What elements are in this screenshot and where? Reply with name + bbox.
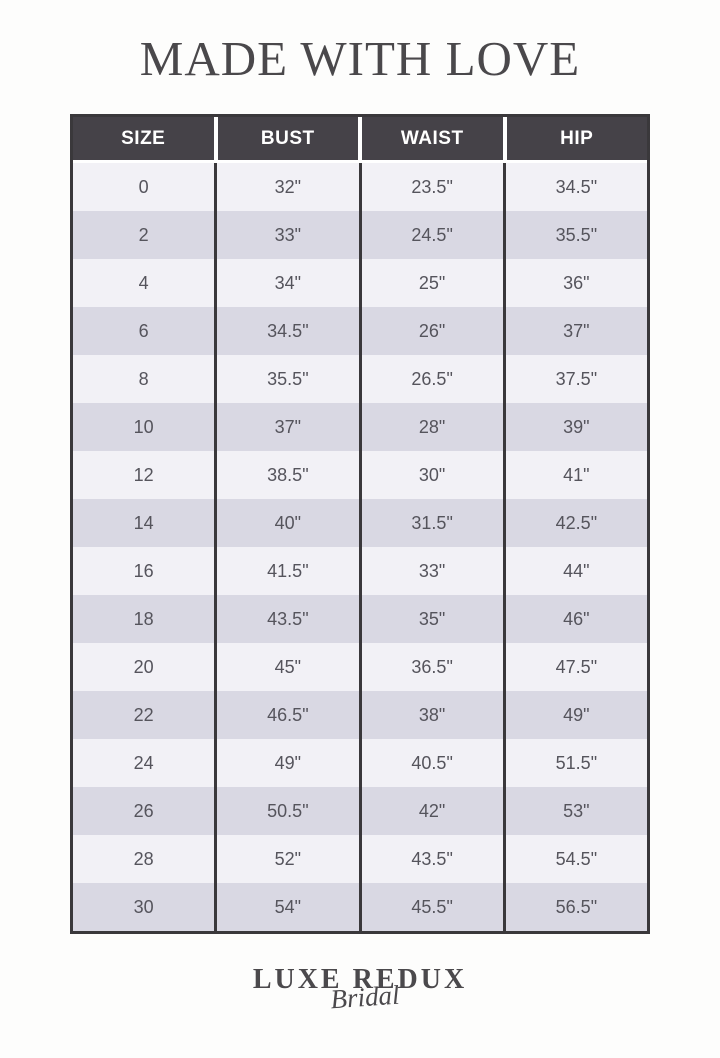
cell-hip: 54.5" bbox=[555, 848, 598, 869]
cell-hip: 53" bbox=[563, 800, 590, 821]
size-table-body: 0 32" 23.5" 34.5" 2 33" 24.5" 35.5" 4 34" 25" 36" 6 3… bbox=[73, 163, 647, 931]
cell-size: 28 bbox=[73, 835, 218, 883]
table-row: 30 54" 45.5" 56.5" bbox=[73, 883, 647, 931]
column-header-waist: WAIST bbox=[362, 117, 503, 160]
table-row: 22 46.5" 38" 49" bbox=[73, 691, 647, 739]
cell-waist: 23.5" bbox=[362, 163, 506, 211]
cell-bust: 50.5" bbox=[217, 787, 362, 835]
cell-waist: 36.5" bbox=[362, 643, 506, 691]
cell-hip: 56.5" bbox=[555, 896, 598, 917]
luxe-redux-logo: LUXE REDUX Bridal bbox=[0, 964, 720, 1014]
cell-size: 8 bbox=[73, 355, 218, 403]
column-header-bust: BUST bbox=[217, 117, 358, 160]
cell-waist: 31.5" bbox=[362, 499, 506, 547]
cell-size: 22 bbox=[73, 691, 218, 739]
column-header-size: SIZE bbox=[73, 117, 214, 160]
cell-hip: 42.5" bbox=[555, 512, 598, 533]
cell-bust: 52" bbox=[217, 835, 362, 883]
cell-bust: 49" bbox=[217, 739, 362, 787]
table-row: 12 38.5" 30" 41" bbox=[73, 451, 647, 499]
cell-hip: 36" bbox=[563, 272, 590, 293]
size-table-header: SIZE BUST WAIST HIP bbox=[73, 117, 647, 163]
cell-size: 0 bbox=[73, 163, 218, 211]
cell-size: 10 bbox=[73, 403, 218, 451]
cell-size: 24 bbox=[73, 739, 218, 787]
table-row: 10 37" 28" 39" bbox=[73, 403, 647, 451]
cell-bust: 43.5" bbox=[217, 595, 362, 643]
table-row: 24 49" 40.5" 51.5" bbox=[73, 739, 647, 787]
cell-hip: 39" bbox=[563, 416, 590, 437]
cell-size: 26 bbox=[73, 787, 218, 835]
cell-bust: 54" bbox=[217, 883, 362, 931]
table-row: 16 41.5" 33" 44" bbox=[73, 547, 647, 595]
logo-wordmark: LUXE REDUX bbox=[252, 964, 468, 995]
table-row: 20 45" 36.5" 47.5" bbox=[73, 643, 647, 691]
cell-waist: 35" bbox=[362, 595, 506, 643]
cell-waist: 26" bbox=[362, 307, 506, 355]
cell-bust: 40" bbox=[217, 499, 362, 547]
cell-size: 16 bbox=[73, 547, 218, 595]
cell-size: 4 bbox=[73, 259, 218, 307]
cell-waist: 26.5" bbox=[362, 355, 506, 403]
cell-hip: 37" bbox=[563, 320, 590, 341]
table-row: 2 33" 24.5" 35.5" bbox=[73, 211, 647, 259]
cell-hip: 37.5" bbox=[555, 368, 598, 389]
cell-size: 12 bbox=[73, 451, 218, 499]
cell-hip: 35.5" bbox=[555, 224, 598, 245]
cell-waist: 33" bbox=[362, 547, 506, 595]
cell-bust: 34" bbox=[217, 259, 362, 307]
cell-size: 20 bbox=[73, 643, 218, 691]
size-table: SIZE BUST WAIST HIP 0 32" 23.5" 34.5" 2 33" 24.5"… bbox=[70, 114, 650, 934]
table-row: 6 34.5" 26" 37" bbox=[73, 307, 647, 355]
cell-waist: 30" bbox=[362, 451, 506, 499]
cell-size: 30 bbox=[73, 883, 218, 931]
cell-bust: 34.5" bbox=[217, 307, 362, 355]
cell-bust: 38.5" bbox=[217, 451, 362, 499]
cell-waist: 45.5" bbox=[362, 883, 506, 931]
cell-waist: 28" bbox=[362, 403, 506, 451]
cell-hip: 47.5" bbox=[555, 656, 598, 677]
cell-size: 18 bbox=[73, 595, 218, 643]
cell-waist: 38" bbox=[362, 691, 506, 739]
cell-hip: 34.5" bbox=[555, 176, 598, 197]
cell-waist: 43.5" bbox=[362, 835, 506, 883]
cell-waist: 24.5" bbox=[362, 211, 506, 259]
cell-bust: 35.5" bbox=[217, 355, 362, 403]
cell-bust: 46.5" bbox=[217, 691, 362, 739]
table-row: 28 52" 43.5" 54.5" bbox=[73, 835, 647, 883]
table-row: 14 40" 31.5" 42.5" bbox=[73, 499, 647, 547]
cell-hip: 46" bbox=[563, 608, 590, 629]
cell-bust: 41.5" bbox=[217, 547, 362, 595]
cell-bust: 37" bbox=[217, 403, 362, 451]
table-row: 4 34" 25" 36" bbox=[73, 259, 647, 307]
cell-hip: 41" bbox=[563, 464, 590, 485]
column-header-hip: HIP bbox=[506, 117, 647, 160]
table-row: 8 35.5" 26.5" 37.5" bbox=[73, 355, 647, 403]
table-row: 0 32" 23.5" 34.5" bbox=[73, 163, 647, 211]
cell-hip: 49" bbox=[563, 704, 590, 725]
table-row: 18 43.5" 35" 46" bbox=[73, 595, 647, 643]
page-title: MADE WITH LOVE bbox=[139, 31, 581, 86]
cell-hip: 44" bbox=[563, 560, 590, 581]
cell-size: 6 bbox=[73, 307, 218, 355]
cell-waist: 42" bbox=[362, 787, 506, 835]
cell-size: 2 bbox=[73, 211, 218, 259]
cell-bust: 33" bbox=[217, 211, 362, 259]
table-row: 26 50.5" 42" 53" bbox=[73, 787, 647, 835]
cell-bust: 32" bbox=[217, 163, 362, 211]
cell-bust: 45" bbox=[217, 643, 362, 691]
cell-hip: 51.5" bbox=[555, 752, 598, 773]
cell-waist: 40.5" bbox=[362, 739, 506, 787]
cell-waist: 25" bbox=[362, 259, 506, 307]
cell-size: 14 bbox=[73, 499, 218, 547]
